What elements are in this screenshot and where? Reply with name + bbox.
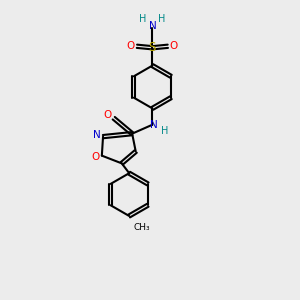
Text: O: O bbox=[104, 110, 112, 120]
Text: S: S bbox=[149, 41, 156, 54]
Text: N: N bbox=[93, 130, 101, 140]
Text: N: N bbox=[148, 21, 156, 31]
Text: N: N bbox=[150, 120, 158, 130]
Text: O: O bbox=[127, 41, 135, 51]
Text: H: H bbox=[139, 14, 147, 24]
Text: H: H bbox=[158, 14, 165, 24]
Text: CH₃: CH₃ bbox=[134, 224, 150, 232]
Text: H: H bbox=[161, 126, 169, 136]
Text: O: O bbox=[170, 41, 178, 51]
Text: O: O bbox=[92, 152, 100, 162]
